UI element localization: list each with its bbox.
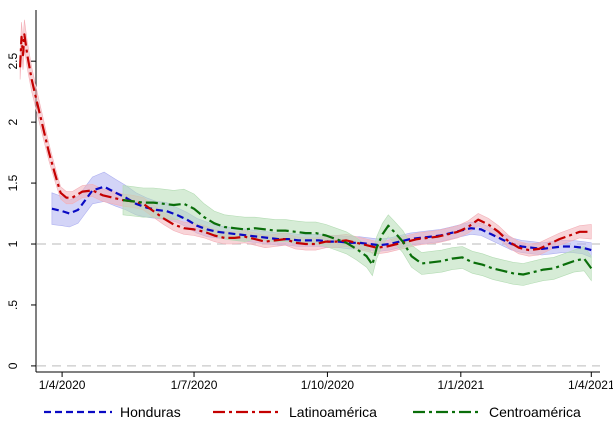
legend-label: Centroamérica bbox=[489, 404, 581, 420]
legend-label: Latinoamérica bbox=[289, 404, 377, 420]
confidence-band-2 bbox=[122, 185, 592, 286]
x-tick-label: 1/7/2020 bbox=[171, 378, 218, 392]
series-line-0 bbox=[51, 185, 592, 252]
y-tick-label: 0 bbox=[6, 362, 20, 369]
legend: Honduras Latinoamérica Centroamérica bbox=[35, 399, 597, 424]
y-tick-label: .5 bbox=[6, 300, 20, 310]
x-tick-label: 1/4/2021 bbox=[568, 378, 613, 392]
y-tick-label: 2.5 bbox=[6, 53, 20, 70]
legend-label: Honduras bbox=[120, 404, 181, 420]
y-tick-label: 1 bbox=[6, 240, 20, 247]
x-tick-label: 1/4/2020 bbox=[39, 378, 86, 392]
series-line-2 bbox=[122, 199, 593, 276]
legend-box bbox=[35, 399, 597, 424]
series-line-1 bbox=[19, 33, 592, 252]
y-tick-label: 2 bbox=[6, 118, 20, 125]
plot-area: 0 .5 1 1.5 2 2.5 1/4/2020 1/7/2020 1/10/2020 1/1/… bbox=[6, 10, 613, 392]
y-tick-label: 1.5 bbox=[6, 174, 20, 191]
x-tick-label: 1/10/2020 bbox=[301, 378, 355, 392]
x-tick-label: 1/1/2021 bbox=[437, 378, 484, 392]
